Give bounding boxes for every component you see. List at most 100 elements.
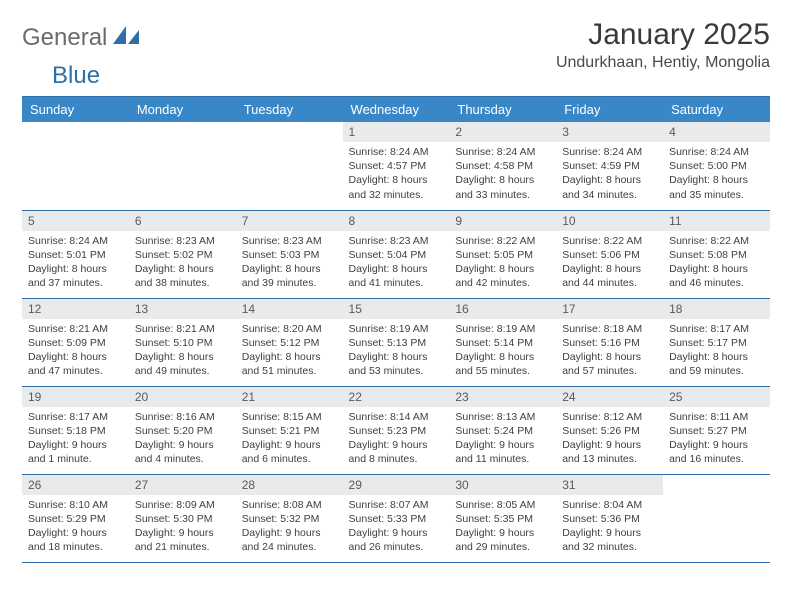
calendar-cell: 19Sunrise: 8:17 AMSunset: 5:18 PMDayligh… bbox=[22, 386, 129, 474]
brand-part2: Blue bbox=[52, 62, 100, 90]
title-block: January 2025 Undurkhaan, Hentiy, Mongoli… bbox=[556, 18, 770, 72]
daylight-line: Daylight: 9 hours and 21 minutes. bbox=[135, 526, 230, 554]
sunrise-line: Sunrise: 8:23 AM bbox=[242, 234, 337, 248]
sunrise-line: Sunrise: 8:10 AM bbox=[28, 498, 123, 512]
day-details: Sunrise: 8:15 AMSunset: 5:21 PMDaylight:… bbox=[236, 407, 343, 473]
sunrise-line: Sunrise: 8:07 AM bbox=[349, 498, 444, 512]
sunset-line: Sunset: 5:30 PM bbox=[135, 512, 230, 526]
daylight-line: Daylight: 8 hours and 59 minutes. bbox=[669, 350, 764, 378]
daylight-line: Daylight: 8 hours and 44 minutes. bbox=[562, 262, 657, 290]
sunset-line: Sunset: 5:33 PM bbox=[349, 512, 444, 526]
daylight-line: Daylight: 8 hours and 51 minutes. bbox=[242, 350, 337, 378]
sunset-line: Sunset: 5:17 PM bbox=[669, 336, 764, 350]
sunrise-line: Sunrise: 8:22 AM bbox=[562, 234, 657, 248]
calendar-cell: 6Sunrise: 8:23 AMSunset: 5:02 PMDaylight… bbox=[129, 210, 236, 298]
weekday-header: Tuesday bbox=[236, 97, 343, 122]
calendar-cell: 27Sunrise: 8:09 AMSunset: 5:30 PMDayligh… bbox=[129, 474, 236, 562]
sunset-line: Sunset: 5:10 PM bbox=[135, 336, 230, 350]
day-number: 16 bbox=[449, 299, 556, 319]
sunset-line: Sunset: 5:06 PM bbox=[562, 248, 657, 262]
day-number: 28 bbox=[236, 475, 343, 495]
sunset-line: Sunset: 5:14 PM bbox=[455, 336, 550, 350]
day-number: 24 bbox=[556, 387, 663, 407]
daylight-line: Daylight: 8 hours and 34 minutes. bbox=[562, 173, 657, 201]
sunrise-line: Sunrise: 8:19 AM bbox=[349, 322, 444, 336]
day-number: 19 bbox=[22, 387, 129, 407]
daylight-line: Daylight: 8 hours and 33 minutes. bbox=[455, 173, 550, 201]
day-number: 8 bbox=[343, 211, 450, 231]
sunrise-line: Sunrise: 8:15 AM bbox=[242, 410, 337, 424]
daylight-line: Daylight: 8 hours and 53 minutes. bbox=[349, 350, 444, 378]
daylight-line: Daylight: 8 hours and 38 minutes. bbox=[135, 262, 230, 290]
daylight-line: Daylight: 9 hours and 18 minutes. bbox=[28, 526, 123, 554]
day-number: 14 bbox=[236, 299, 343, 319]
day-details: Sunrise: 8:12 AMSunset: 5:26 PMDaylight:… bbox=[556, 407, 663, 473]
sunset-line: Sunset: 5:03 PM bbox=[242, 248, 337, 262]
day-details: Sunrise: 8:05 AMSunset: 5:35 PMDaylight:… bbox=[449, 495, 556, 561]
day-details: Sunrise: 8:07 AMSunset: 5:33 PMDaylight:… bbox=[343, 495, 450, 561]
day-number: 20 bbox=[129, 387, 236, 407]
sunrise-line: Sunrise: 8:24 AM bbox=[349, 145, 444, 159]
daylight-line: Daylight: 8 hours and 57 minutes. bbox=[562, 350, 657, 378]
location-label: Undurkhaan, Hentiy, Mongolia bbox=[556, 54, 770, 72]
daylight-line: Daylight: 9 hours and 11 minutes. bbox=[455, 438, 550, 466]
calendar-row: 26Sunrise: 8:10 AMSunset: 5:29 PMDayligh… bbox=[22, 474, 770, 562]
day-details: Sunrise: 8:17 AMSunset: 5:17 PMDaylight:… bbox=[663, 319, 770, 385]
sunrise-line: Sunrise: 8:24 AM bbox=[28, 234, 123, 248]
day-number: 31 bbox=[556, 475, 663, 495]
weekday-header: Saturday bbox=[663, 97, 770, 122]
calendar-cell: 18Sunrise: 8:17 AMSunset: 5:17 PMDayligh… bbox=[663, 298, 770, 386]
day-details: Sunrise: 8:21 AMSunset: 5:10 PMDaylight:… bbox=[129, 319, 236, 385]
day-details: Sunrise: 8:22 AMSunset: 5:08 PMDaylight:… bbox=[663, 231, 770, 297]
sunrise-line: Sunrise: 8:19 AM bbox=[455, 322, 550, 336]
sunset-line: Sunset: 4:57 PM bbox=[349, 159, 444, 173]
sunset-line: Sunset: 5:35 PM bbox=[455, 512, 550, 526]
day-number: 12 bbox=[22, 299, 129, 319]
sunset-line: Sunset: 5:08 PM bbox=[669, 248, 764, 262]
daylight-line: Daylight: 9 hours and 16 minutes. bbox=[669, 438, 764, 466]
calendar-cell: 31Sunrise: 8:04 AMSunset: 5:36 PMDayligh… bbox=[556, 474, 663, 562]
daylight-line: Daylight: 8 hours and 42 minutes. bbox=[455, 262, 550, 290]
sunset-line: Sunset: 4:58 PM bbox=[455, 159, 550, 173]
day-number: 9 bbox=[449, 211, 556, 231]
calendar-cell: 1Sunrise: 8:24 AMSunset: 4:57 PMDaylight… bbox=[343, 122, 450, 210]
sunset-line: Sunset: 5:23 PM bbox=[349, 424, 444, 438]
calendar-cell: 8Sunrise: 8:23 AMSunset: 5:04 PMDaylight… bbox=[343, 210, 450, 298]
sunset-line: Sunset: 4:59 PM bbox=[562, 159, 657, 173]
day-number: 17 bbox=[556, 299, 663, 319]
calendar-cell: 24Sunrise: 8:12 AMSunset: 5:26 PMDayligh… bbox=[556, 386, 663, 474]
day-number: 15 bbox=[343, 299, 450, 319]
day-number: 18 bbox=[663, 299, 770, 319]
day-details: Sunrise: 8:24 AMSunset: 5:00 PMDaylight:… bbox=[663, 142, 770, 208]
day-number: 5 bbox=[22, 211, 129, 231]
calendar-cell: 12Sunrise: 8:21 AMSunset: 5:09 PMDayligh… bbox=[22, 298, 129, 386]
daylight-line: Daylight: 8 hours and 55 minutes. bbox=[455, 350, 550, 378]
daylight-line: Daylight: 9 hours and 6 minutes. bbox=[242, 438, 337, 466]
day-details: Sunrise: 8:11 AMSunset: 5:27 PMDaylight:… bbox=[663, 407, 770, 473]
sunset-line: Sunset: 5:05 PM bbox=[455, 248, 550, 262]
sunrise-line: Sunrise: 8:24 AM bbox=[455, 145, 550, 159]
calendar-cell: 9Sunrise: 8:22 AMSunset: 5:05 PMDaylight… bbox=[449, 210, 556, 298]
sunset-line: Sunset: 5:00 PM bbox=[669, 159, 764, 173]
daylight-line: Daylight: 8 hours and 46 minutes. bbox=[669, 262, 764, 290]
daylight-line: Daylight: 9 hours and 26 minutes. bbox=[349, 526, 444, 554]
calendar-head: SundayMondayTuesdayWednesdayThursdayFrid… bbox=[22, 97, 770, 122]
calendar-cell: 26Sunrise: 8:10 AMSunset: 5:29 PMDayligh… bbox=[22, 474, 129, 562]
day-details: Sunrise: 8:16 AMSunset: 5:20 PMDaylight:… bbox=[129, 407, 236, 473]
sunset-line: Sunset: 5:13 PM bbox=[349, 336, 444, 350]
day-number: 2 bbox=[449, 122, 556, 142]
calendar-table: SundayMondayTuesdayWednesdayThursdayFrid… bbox=[22, 97, 770, 563]
day-details: Sunrise: 8:17 AMSunset: 5:18 PMDaylight:… bbox=[22, 407, 129, 473]
sunrise-line: Sunrise: 8:23 AM bbox=[135, 234, 230, 248]
calendar-cell: 25Sunrise: 8:11 AMSunset: 5:27 PMDayligh… bbox=[663, 386, 770, 474]
day-number: 1 bbox=[343, 122, 450, 142]
daylight-line: Daylight: 9 hours and 29 minutes. bbox=[455, 526, 550, 554]
day-number: 26 bbox=[22, 475, 129, 495]
calendar-cell: 14Sunrise: 8:20 AMSunset: 5:12 PMDayligh… bbox=[236, 298, 343, 386]
sunrise-line: Sunrise: 8:21 AM bbox=[28, 322, 123, 336]
sunrise-line: Sunrise: 8:16 AM bbox=[135, 410, 230, 424]
calendar-cell: 3Sunrise: 8:24 AMSunset: 4:59 PMDaylight… bbox=[556, 122, 663, 210]
sunrise-line: Sunrise: 8:14 AM bbox=[349, 410, 444, 424]
sunset-line: Sunset: 5:20 PM bbox=[135, 424, 230, 438]
sunrise-line: Sunrise: 8:17 AM bbox=[28, 410, 123, 424]
